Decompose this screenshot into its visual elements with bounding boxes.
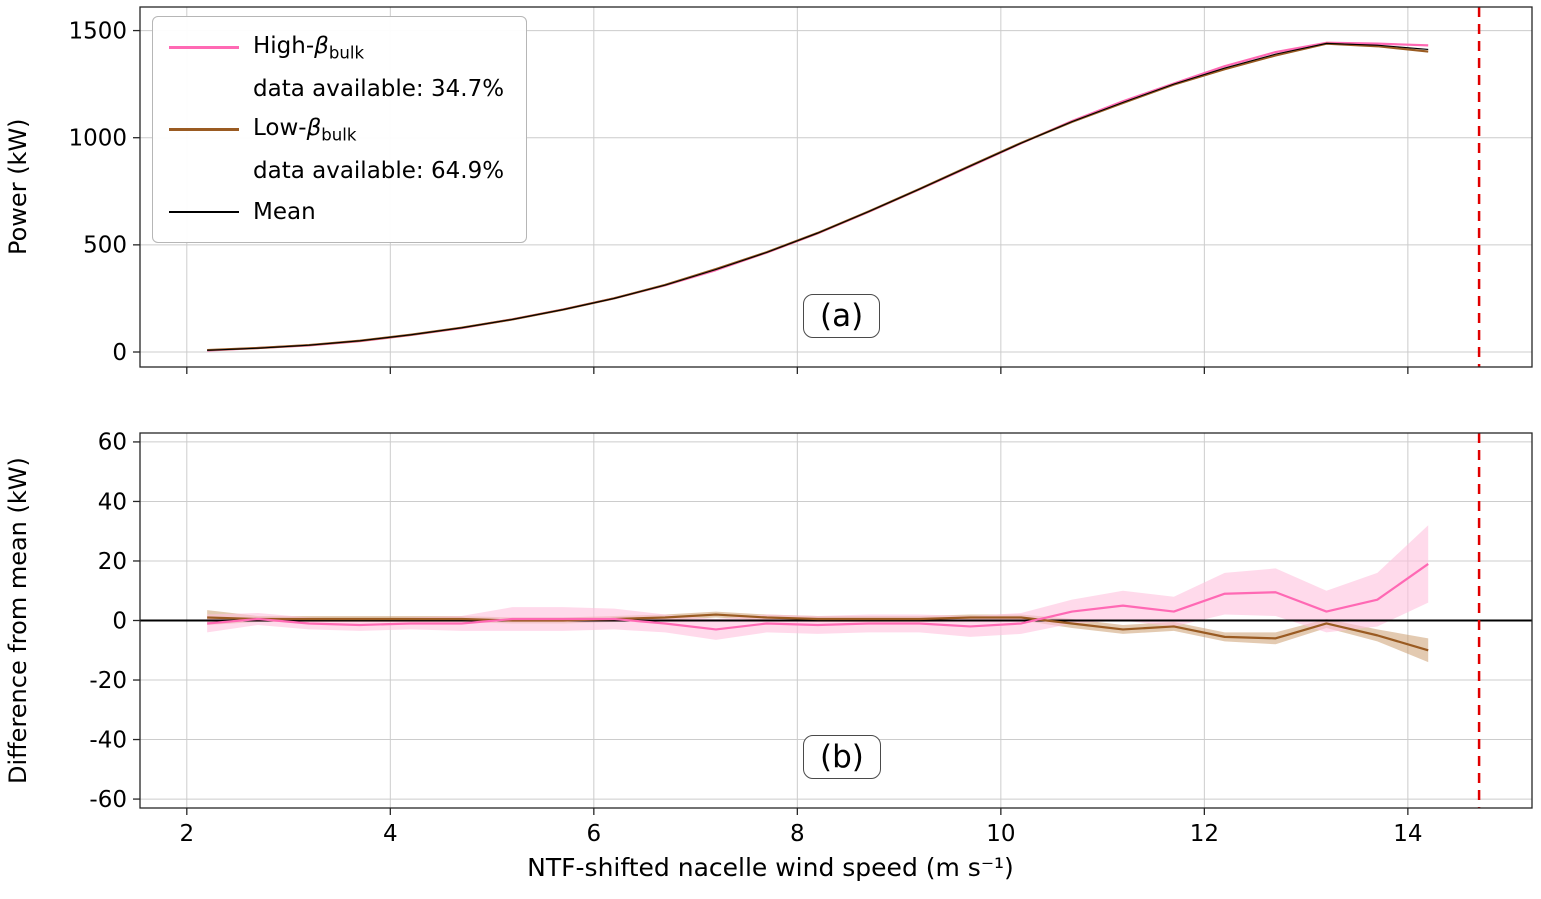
svg-text:2: 2 xyxy=(179,821,194,847)
svg-text:20: 20 xyxy=(98,549,127,575)
svg-text:-20: -20 xyxy=(89,668,127,694)
legend-label-low-beta: Low-βbulk xyxy=(253,114,357,145)
legend: High-βbulk data available: 34.7% Low-βbu… xyxy=(152,16,528,243)
panel-b-y-axis-label: Difference from mean (kW) xyxy=(4,457,32,784)
svg-text:500: 500 xyxy=(83,233,127,259)
svg-text:8: 8 xyxy=(790,821,805,847)
panel-b: 2 4 6 8 10 12 14 -60 -40 -20 0 20 40 60 xyxy=(89,430,1533,847)
legend-entry-mean: Mean xyxy=(169,191,504,232)
legend-entry-high-beta-availability: data available: 34.7% xyxy=(253,75,505,102)
legend-label-high-beta: High-βbulk xyxy=(253,32,365,63)
svg-text:60: 60 xyxy=(98,430,127,456)
legend-entry-high-beta: High-βbulk xyxy=(169,27,504,68)
high-beta-line-sample xyxy=(169,46,239,49)
svg-text:-40: -40 xyxy=(89,727,127,753)
low-beta-line-sample xyxy=(169,128,239,131)
panel-a-y-axis-label: Power (kW) xyxy=(4,118,32,256)
panel-a-annotation: (a) xyxy=(803,294,881,338)
svg-text:1000: 1000 xyxy=(68,126,127,152)
svg-text:0: 0 xyxy=(112,608,127,634)
svg-text:6: 6 xyxy=(587,821,602,847)
svg-text:14: 14 xyxy=(1393,821,1422,847)
svg-text:1500: 1500 xyxy=(68,18,127,44)
svg-text:12: 12 xyxy=(1190,821,1219,847)
panel-b-annotation: (b) xyxy=(803,735,881,779)
svg-text:40: 40 xyxy=(98,489,127,515)
mean-line-sample xyxy=(169,210,239,213)
x-axis-label: NTF-shifted nacelle wind speed (m s⁻¹) xyxy=(527,853,1014,882)
legend-entry-low-beta: Low-βbulk xyxy=(169,109,504,150)
svg-text:4: 4 xyxy=(383,821,398,847)
svg-text:10: 10 xyxy=(986,821,1015,847)
svg-text:-60: -60 xyxy=(89,787,127,813)
svg-text:0: 0 xyxy=(112,340,127,366)
legend-entry-low-beta-availability: data available: 64.9% xyxy=(253,157,505,184)
